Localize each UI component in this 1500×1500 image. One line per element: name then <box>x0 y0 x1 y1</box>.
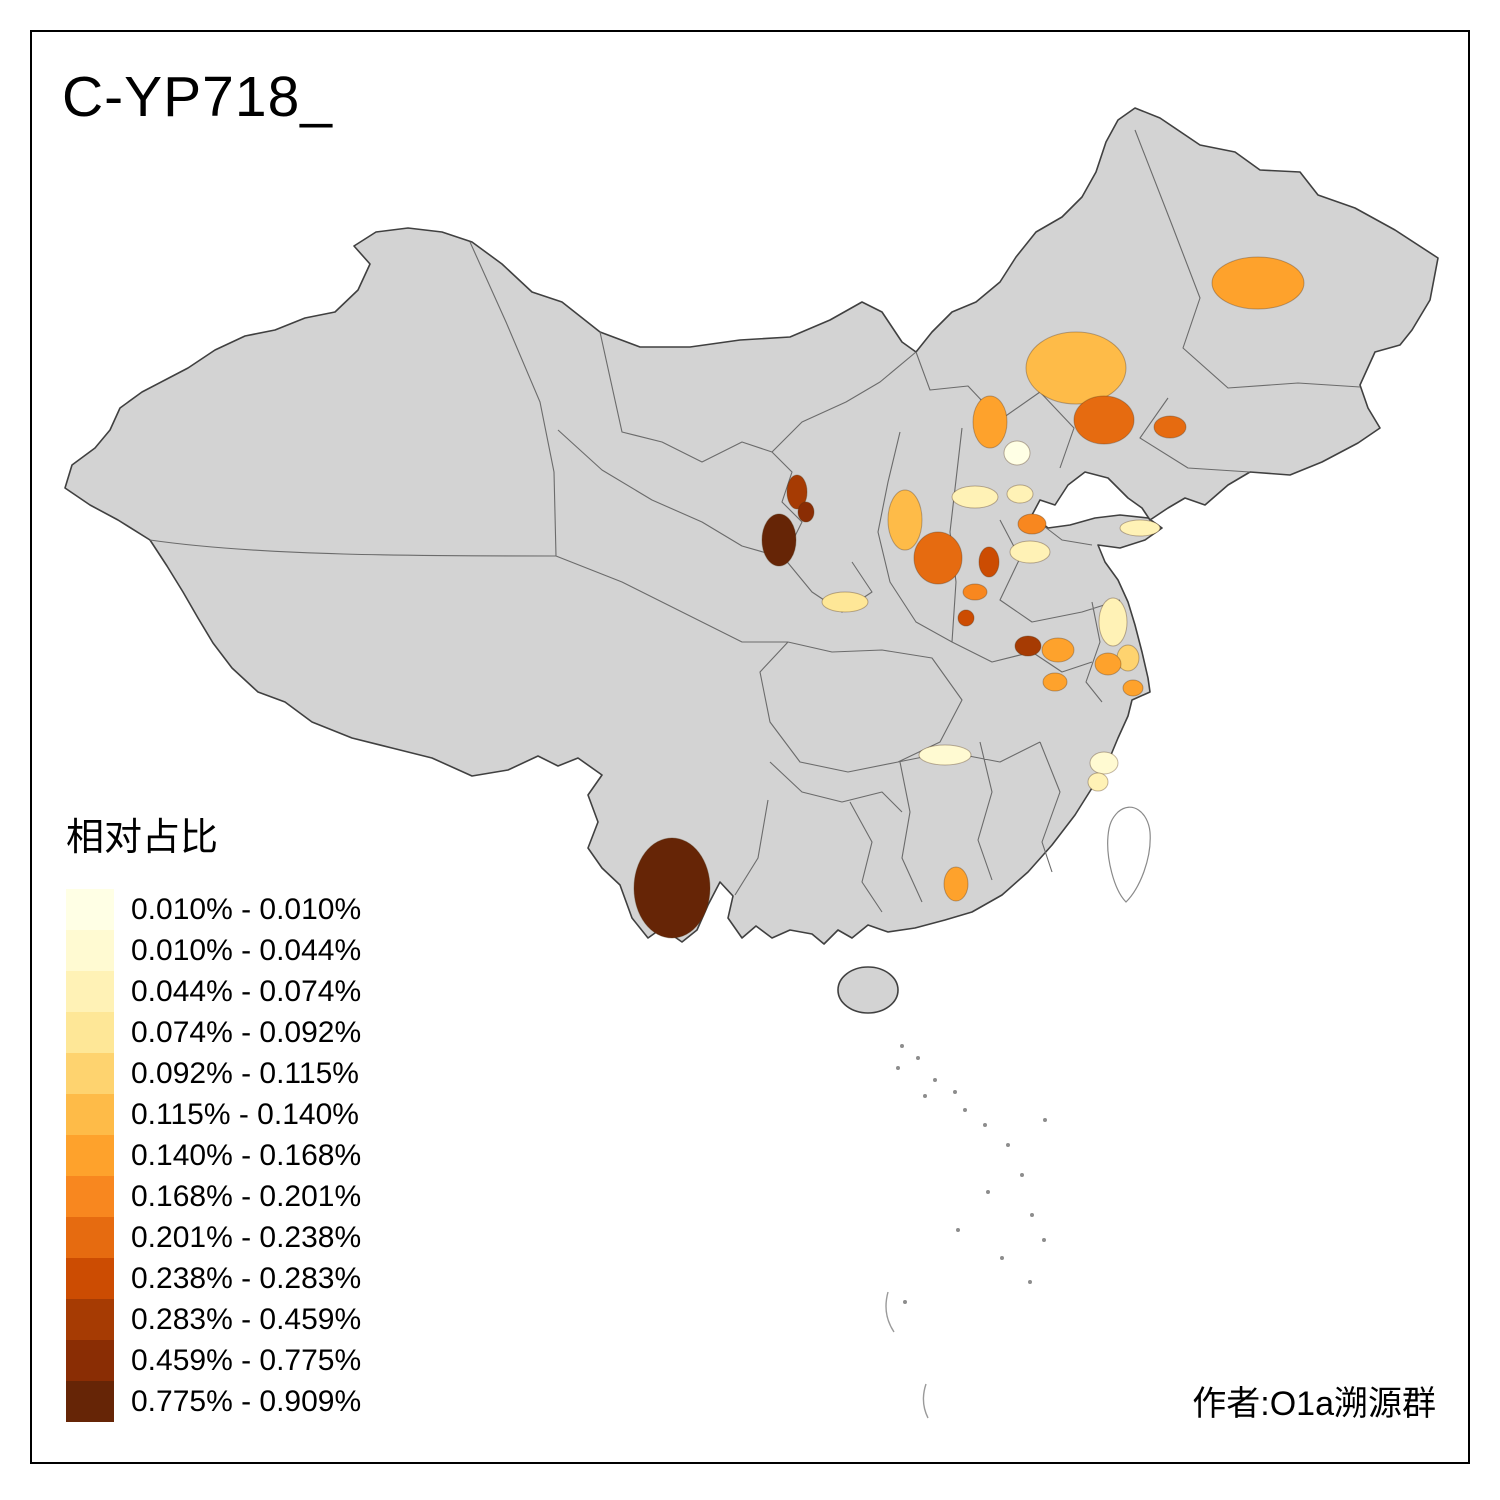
legend-row: 0.140% - 0.168% <box>66 1135 361 1176</box>
legend-swatch <box>66 1217 114 1258</box>
map-region <box>761 513 797 567</box>
legend-swatch <box>66 1340 114 1381</box>
attribution: 作者:O1a溯源群 <box>1192 1385 1436 1423</box>
map-region <box>1042 672 1068 692</box>
legend-label: 0.044% - 0.074% <box>131 974 362 1008</box>
map-region <box>1119 519 1161 537</box>
plot-frame <box>30 30 1470 1464</box>
map-region <box>1041 637 1075 663</box>
legend-label: 0.238% - 0.283% <box>131 1261 362 1295</box>
legend-swatch <box>66 971 114 1012</box>
map-region <box>951 485 999 509</box>
legend-swatch <box>66 1176 114 1217</box>
legend-row: 0.010% - 0.044% <box>66 930 361 971</box>
legend-swatch <box>66 1381 114 1422</box>
hainan-island <box>837 966 899 1014</box>
legend-swatch <box>66 930 114 971</box>
legend-row: 0.238% - 0.283% <box>66 1258 361 1299</box>
legend-label: 0.283% - 0.459% <box>131 1302 362 1336</box>
legend-title: 相对占比 <box>66 817 219 859</box>
china-mainland <box>64 107 1439 945</box>
legend-label: 0.074% - 0.092% <box>131 1015 362 1049</box>
map-region <box>957 609 975 627</box>
map-region <box>962 583 988 601</box>
map-region <box>972 395 1008 449</box>
map-region <box>943 866 969 902</box>
legend-row: 0.775% - 0.909% <box>66 1381 361 1422</box>
page-title: C-YP718_ <box>62 65 333 129</box>
map-region <box>887 489 923 551</box>
legend-label: 0.168% - 0.201% <box>131 1179 362 1213</box>
map-region <box>633 837 711 939</box>
map-region <box>786 474 808 510</box>
map-region <box>1003 440 1031 466</box>
map-region <box>1087 772 1109 792</box>
map-region <box>1006 484 1034 504</box>
legend-row: 0.459% - 0.775% <box>66 1340 361 1381</box>
legend: 相对占比 0.010% - 0.010% 0.010% - 0.044% 0.044… <box>66 806 361 1422</box>
legend-row: 0.044% - 0.074% <box>66 971 361 1012</box>
south-china-sea-islands <box>885 1044 1047 1419</box>
map-region <box>1094 652 1122 676</box>
map-region <box>1089 751 1119 775</box>
legend-label: 0.092% - 0.115% <box>131 1056 359 1090</box>
legend-swatch <box>66 1094 114 1135</box>
map-region <box>1014 635 1042 657</box>
colored-regions <box>633 256 1305 939</box>
map-region <box>1073 395 1135 445</box>
legend-rows: 0.010% - 0.010% 0.010% - 0.044% 0.044% - 0… <box>66 889 361 1422</box>
map-region <box>913 531 963 585</box>
legend-row: 0.010% - 0.010% <box>66 889 361 930</box>
legend-label: 0.201% - 0.238% <box>131 1220 362 1254</box>
map-region <box>1098 597 1128 647</box>
legend-row: 0.168% - 0.201% <box>66 1176 361 1217</box>
legend-row: 0.201% - 0.238% <box>66 1217 361 1258</box>
legend-swatch <box>66 1258 114 1299</box>
map-region <box>918 744 972 766</box>
legend-swatch <box>66 1135 114 1176</box>
legend-row: 0.115% - 0.140% <box>66 1094 361 1135</box>
taiwan-island <box>1107 806 1151 903</box>
legend-row: 0.074% - 0.092% <box>66 1012 361 1053</box>
map-region <box>1009 540 1051 564</box>
map-region <box>1122 679 1144 697</box>
legend-label: 0.140% - 0.168% <box>131 1138 362 1172</box>
map-region <box>1153 415 1187 439</box>
map-region <box>797 501 815 523</box>
legend-label: 0.115% - 0.140% <box>131 1097 359 1131</box>
legend-swatch <box>66 1012 114 1053</box>
map-region <box>821 591 869 613</box>
legend-label: 0.775% - 0.909% <box>131 1384 362 1418</box>
legend-label: 0.010% - 0.010% <box>131 892 362 926</box>
map-region <box>1017 513 1047 535</box>
map-region <box>978 546 1000 578</box>
legend-row: 0.283% - 0.459% <box>66 1299 361 1340</box>
legend-row: 0.092% - 0.115% <box>66 1053 361 1094</box>
legend-label: 0.010% - 0.044% <box>131 933 362 967</box>
legend-swatch <box>66 1299 114 1340</box>
legend-swatch <box>66 889 114 930</box>
map-region <box>1025 331 1127 405</box>
map-region <box>1211 256 1305 310</box>
legend-label: 0.459% - 0.775% <box>131 1343 362 1377</box>
legend-swatch <box>66 1053 114 1094</box>
